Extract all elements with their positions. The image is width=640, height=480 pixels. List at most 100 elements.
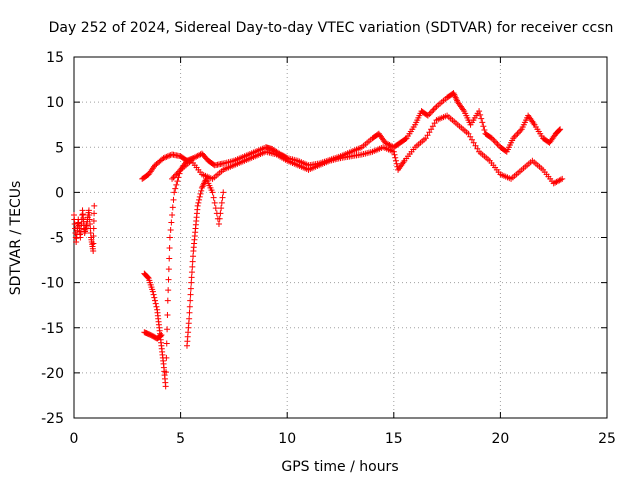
data-point — [402, 135, 409, 142]
data-point — [218, 199, 225, 206]
data-point — [195, 199, 202, 206]
data-point — [164, 311, 171, 318]
data-point — [477, 111, 484, 118]
data-point — [476, 108, 483, 115]
data-point — [426, 129, 433, 136]
data-point — [90, 217, 97, 224]
data-point — [166, 234, 173, 241]
data-point — [218, 205, 225, 212]
data-point — [174, 178, 181, 185]
x-axis-label: GPS time / hours — [281, 459, 398, 475]
x-tick-label: 5 — [176, 431, 185, 447]
data-point — [470, 139, 477, 146]
y-tick-label: -15 — [41, 321, 64, 337]
data-point — [164, 153, 171, 160]
data-point — [474, 145, 481, 152]
chart-title: Day 252 of 2024, Sidereal Day-to-day VTE… — [49, 20, 614, 36]
data-point — [431, 120, 438, 127]
data-point — [196, 196, 203, 203]
data-point — [165, 287, 172, 294]
data-point — [556, 126, 563, 133]
data-point — [481, 126, 488, 133]
data-point — [219, 194, 226, 201]
data-point — [188, 269, 195, 276]
x-tick-label: 10 — [278, 431, 296, 447]
x-tick-label: 15 — [385, 431, 403, 447]
data-point — [166, 255, 173, 262]
data-point — [189, 263, 196, 270]
data-point — [164, 297, 171, 304]
data-point — [390, 148, 397, 155]
data-point — [557, 126, 564, 133]
data-point — [187, 285, 194, 292]
data-point — [172, 185, 179, 192]
data-point — [161, 154, 168, 161]
axis-ticks: 0 5 10 15 20 25 -25 -20 -15 -10 -5 0 5 10 15 — [41, 50, 616, 447]
data-point — [166, 245, 173, 252]
data-point — [165, 266, 172, 273]
data-point — [478, 115, 485, 122]
data-points — [71, 90, 566, 390]
data-point — [163, 340, 170, 347]
data-point — [429, 123, 436, 130]
data-point — [392, 157, 399, 164]
data-point — [422, 135, 429, 142]
data-point — [391, 151, 398, 158]
data-point — [163, 369, 170, 376]
data-point — [186, 315, 193, 322]
data-point — [468, 136, 475, 143]
data-point — [91, 210, 98, 217]
data-point — [183, 157, 190, 164]
data-point — [559, 175, 566, 182]
data-point — [144, 274, 151, 281]
data-point — [212, 205, 219, 212]
data-point — [171, 189, 178, 196]
data-point — [194, 202, 201, 209]
data-point — [176, 170, 183, 177]
data-point — [479, 119, 486, 126]
data-point — [165, 276, 172, 283]
data-point — [196, 193, 203, 200]
data-point — [210, 194, 217, 201]
y-tick-label: -5 — [50, 231, 64, 247]
data-point — [152, 297, 159, 304]
data-point — [188, 279, 195, 286]
data-point — [211, 199, 218, 206]
data-point — [209, 189, 216, 196]
data-point — [557, 176, 564, 183]
data-point — [151, 294, 158, 301]
data-point — [166, 152, 173, 159]
data-point — [465, 130, 472, 137]
data-point — [90, 225, 97, 232]
data-point — [173, 181, 180, 188]
data-point — [150, 291, 157, 298]
data-point — [152, 300, 159, 307]
data-point — [215, 220, 222, 227]
data-point — [428, 126, 435, 133]
y-tick-label: -25 — [41, 411, 64, 427]
y-tick-label: -10 — [41, 276, 64, 292]
data-point — [393, 160, 400, 167]
y-axis-label: SDTVAR / TECUs — [8, 181, 24, 296]
data-point — [187, 297, 194, 304]
data-point — [163, 153, 170, 160]
data-point — [91, 202, 98, 209]
data-point — [167, 226, 174, 233]
data-point — [186, 303, 193, 310]
data-point — [472, 142, 479, 149]
data-point — [175, 174, 182, 181]
data-point — [153, 303, 160, 310]
data-point — [164, 326, 171, 333]
data-point — [217, 210, 224, 217]
data-point — [480, 123, 487, 130]
y-tick-label: -20 — [41, 366, 64, 382]
data-point — [198, 187, 205, 194]
data-point — [90, 232, 97, 239]
y-tick-label: 10 — [46, 95, 64, 111]
x-tick-label: 20 — [491, 431, 509, 447]
y-tick-label: 5 — [55, 140, 64, 156]
data-point — [168, 219, 175, 226]
grid — [74, 57, 607, 418]
